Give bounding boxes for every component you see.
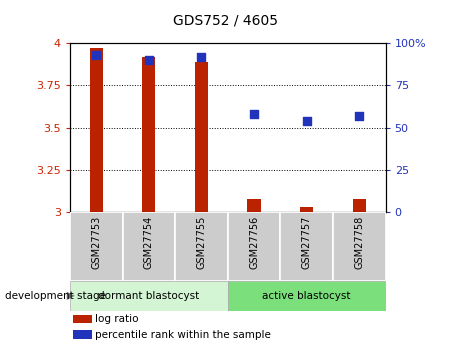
- Bar: [333, 212, 386, 281]
- Bar: [70, 281, 228, 310]
- Bar: [248, 199, 261, 212]
- Point: [92, 52, 100, 58]
- Text: active blastocyst: active blastocyst: [262, 291, 351, 301]
- Text: percentile rank within the sample: percentile rank within the sample: [95, 329, 271, 339]
- Bar: [281, 212, 333, 281]
- Point: [303, 118, 310, 124]
- Text: GSM27754: GSM27754: [144, 216, 154, 269]
- Bar: [90, 48, 103, 212]
- Bar: [228, 212, 281, 281]
- Bar: [195, 62, 208, 212]
- Bar: [353, 199, 366, 212]
- Text: GSM27758: GSM27758: [354, 216, 364, 269]
- Bar: [70, 212, 123, 281]
- Bar: [123, 212, 175, 281]
- Text: development stage: development stage: [5, 291, 106, 301]
- Bar: [228, 281, 386, 310]
- Bar: [142, 57, 156, 212]
- Point: [198, 54, 205, 59]
- Text: GDS752 / 4605: GDS752 / 4605: [173, 14, 278, 28]
- Bar: [300, 207, 313, 212]
- Bar: [73, 331, 92, 339]
- Text: GSM27756: GSM27756: [249, 216, 259, 269]
- Text: GSM27753: GSM27753: [91, 216, 101, 269]
- Text: dormant blastocyst: dormant blastocyst: [98, 291, 199, 301]
- Text: GSM27757: GSM27757: [302, 216, 312, 269]
- Point: [145, 57, 152, 63]
- Bar: [175, 212, 228, 281]
- Bar: [73, 315, 92, 323]
- Point: [250, 111, 258, 117]
- Point: [356, 113, 363, 119]
- Text: GSM27755: GSM27755: [197, 216, 207, 269]
- Polygon shape: [67, 292, 75, 300]
- Text: log ratio: log ratio: [95, 314, 138, 324]
